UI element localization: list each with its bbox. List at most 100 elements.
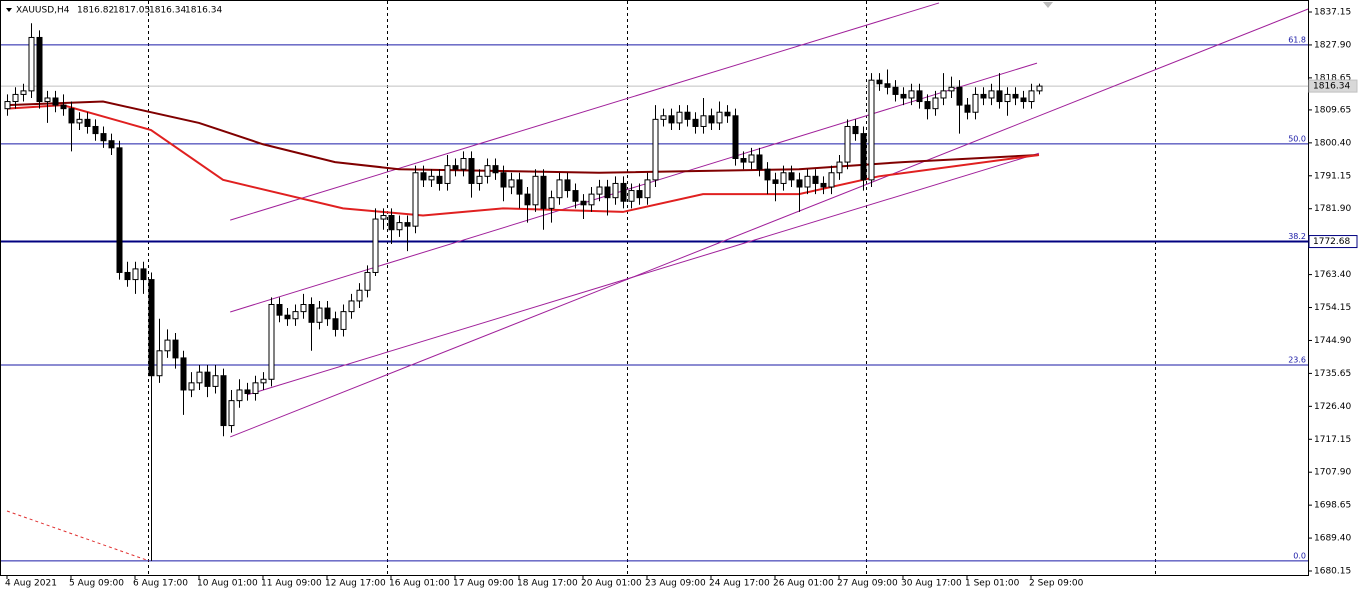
moving-average xyxy=(6,104,1040,217)
candle-body xyxy=(196,371,203,384)
candle-body xyxy=(580,200,587,206)
candle-body xyxy=(964,104,971,113)
candle-body xyxy=(940,90,947,99)
candle-body xyxy=(868,79,875,181)
candle-body xyxy=(420,172,427,181)
candle-body xyxy=(212,375,219,387)
x-tick-label: 30 Aug 17:00 xyxy=(901,579,962,589)
candle-body xyxy=(620,182,627,202)
y-tick-label: 1726.40 xyxy=(1314,402,1351,412)
candle-body xyxy=(36,36,43,103)
candle-body xyxy=(1012,93,1019,99)
y-tick-label: 1809.65 xyxy=(1314,105,1351,115)
y-tick-label: 1827.90 xyxy=(1314,40,1351,50)
candle-body xyxy=(788,172,795,181)
shift-marker xyxy=(1043,2,1053,8)
candle-body xyxy=(268,304,275,380)
candle-body xyxy=(140,268,147,281)
candle-body xyxy=(748,154,755,163)
fib-label: 38.2 xyxy=(1288,232,1306,241)
candle-body xyxy=(540,175,547,209)
candle-body xyxy=(892,86,899,95)
candle-body xyxy=(508,179,515,188)
candle-body xyxy=(60,104,67,110)
x-tick-label: 11 Aug 09:00 xyxy=(261,579,322,589)
candle-body xyxy=(516,179,523,195)
candle-body xyxy=(44,97,51,103)
candle-body xyxy=(364,271,371,291)
candle-body xyxy=(340,311,347,330)
candle-body xyxy=(228,400,235,427)
candle-body xyxy=(524,193,531,206)
candle-body xyxy=(276,304,283,316)
x-tick-label: 2 Sep 09:00 xyxy=(1029,579,1084,589)
trendline xyxy=(230,8,1308,438)
header-high: 1817.05 xyxy=(113,6,150,16)
x-tick-label: 26 Aug 01:00 xyxy=(773,579,834,589)
candle-body xyxy=(548,197,555,209)
candle-body xyxy=(844,125,851,163)
candle-body xyxy=(372,218,379,273)
candle-body xyxy=(756,154,763,170)
x-tick-label: 20 Aug 01:00 xyxy=(581,579,642,589)
candle-body xyxy=(252,382,259,395)
candle-body xyxy=(716,111,723,124)
candle-body xyxy=(188,382,195,391)
candle-body xyxy=(1028,90,1035,103)
candle-body xyxy=(684,111,691,120)
fib-label: 0.0 xyxy=(1293,551,1306,560)
header-arrow xyxy=(6,8,12,12)
x-tick-label: 10 Aug 01:00 xyxy=(197,579,258,589)
candle-body xyxy=(972,93,979,113)
trendline xyxy=(230,2,940,221)
candle-body xyxy=(436,175,443,184)
candle-body xyxy=(84,118,91,127)
candle-body xyxy=(244,389,251,395)
trendline xyxy=(230,62,1038,313)
candle-body xyxy=(116,147,123,273)
candle-body xyxy=(500,172,507,188)
candle-body xyxy=(732,115,739,160)
candle-body xyxy=(292,311,299,320)
candle-body xyxy=(884,83,891,88)
candle-body xyxy=(300,304,307,313)
candle-body xyxy=(532,175,539,206)
header: XAUUSD,H4 1816.82 1817.05 1816.34 1816.3… xyxy=(6,6,222,16)
x-tick-label: 23 Aug 09:00 xyxy=(645,579,706,589)
x-tick-label: 12 Aug 17:00 xyxy=(325,579,386,589)
candle-body xyxy=(484,165,491,177)
candle-body xyxy=(260,378,267,384)
candle-body xyxy=(460,158,467,170)
header-close: 1816.34 xyxy=(185,6,222,16)
candle-body xyxy=(740,158,747,163)
candle-body xyxy=(988,90,995,99)
y-tick-label: 1680.15 xyxy=(1314,567,1351,577)
candle-body xyxy=(796,179,803,188)
last-price-box xyxy=(1308,79,1358,93)
candle-body xyxy=(812,175,819,184)
fib-label: 50.0 xyxy=(1288,134,1306,143)
candle-body xyxy=(452,165,459,170)
y-tick-label: 1763.40 xyxy=(1314,270,1351,280)
symbol: XAUUSD,H4 xyxy=(16,6,70,16)
candle-body xyxy=(828,172,835,188)
candle-body xyxy=(660,115,667,120)
candle-body xyxy=(612,182,619,199)
candle-body xyxy=(668,115,675,124)
candle-body xyxy=(804,175,811,188)
candle-body xyxy=(28,36,35,92)
candle-body xyxy=(108,140,115,149)
candle-body xyxy=(820,182,827,188)
header-open: 1816.82 xyxy=(77,6,114,16)
candle-body xyxy=(428,175,435,181)
candle-body xyxy=(916,90,923,103)
candle-body xyxy=(636,190,643,199)
candle-body xyxy=(148,279,155,377)
candle-body xyxy=(172,339,179,359)
candle-body xyxy=(780,172,787,184)
y-tick-label: 1717.15 xyxy=(1314,435,1351,445)
candle-body xyxy=(348,300,355,313)
axes: 1837.15 1827.90 1818.65 1809.65 1800.40 1791.… xyxy=(5,7,1358,589)
last-price-label: 1816.34 xyxy=(1313,82,1350,92)
candle-body xyxy=(908,90,915,99)
